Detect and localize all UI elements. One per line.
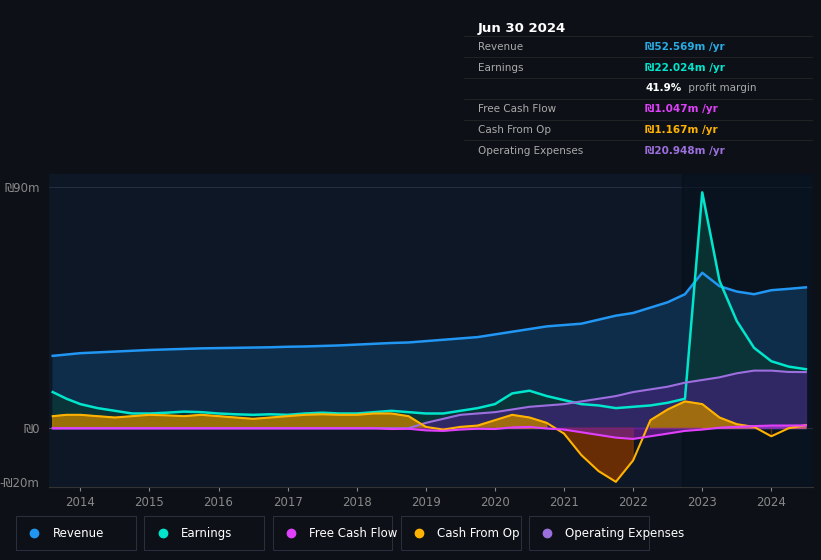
Text: Revenue: Revenue <box>53 527 104 540</box>
Text: ₪22.024m /yr: ₪22.024m /yr <box>645 63 725 73</box>
Text: ₪20.948m /yr: ₪20.948m /yr <box>645 146 725 156</box>
Text: ₪1.167m /yr: ₪1.167m /yr <box>645 125 718 135</box>
Text: Revenue: Revenue <box>478 42 523 52</box>
Text: profit margin: profit margin <box>686 83 757 94</box>
Text: ₪1.047m /yr: ₪1.047m /yr <box>645 104 718 114</box>
Text: Earnings: Earnings <box>478 63 523 73</box>
Text: Operating Expenses: Operating Expenses <box>478 146 583 156</box>
Text: ₪52.569m /yr: ₪52.569m /yr <box>645 42 725 52</box>
Text: Free Cash Flow: Free Cash Flow <box>309 527 397 540</box>
Text: Cash From Op: Cash From Op <box>437 527 519 540</box>
Text: Operating Expenses: Operating Expenses <box>565 527 684 540</box>
Text: 41.9%: 41.9% <box>645 83 681 94</box>
Text: Free Cash Flow: Free Cash Flow <box>478 104 556 114</box>
Text: Cash From Op: Cash From Op <box>478 125 551 135</box>
Text: Jun 30 2024: Jun 30 2024 <box>478 22 566 35</box>
Bar <box>681 174 813 487</box>
Text: Earnings: Earnings <box>181 527 232 540</box>
